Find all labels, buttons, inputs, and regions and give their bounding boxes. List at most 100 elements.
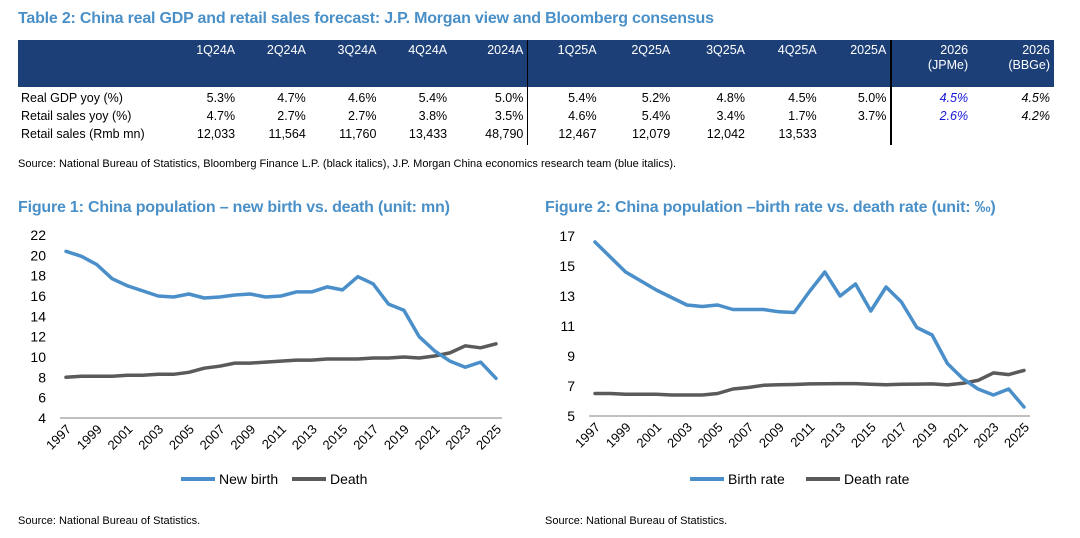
- header-cell: 2026 (JPMe): [890, 40, 973, 87]
- y-tick-label: 6: [38, 390, 46, 406]
- x-tick-label: 2015: [319, 422, 350, 453]
- x-tick-label: 2021: [412, 422, 443, 453]
- x-tick-label: 1999: [603, 420, 634, 451]
- table-cell: 11,564: [268, 127, 306, 141]
- x-tick-label: 2003: [135, 422, 166, 453]
- x-tick-label: 2025: [473, 422, 504, 453]
- y-tick-label: 15: [559, 258, 575, 274]
- table-header-row: 1Q24A 2Q24A 3Q24A 4Q24A 2024A 1Q25A 2Q25…: [18, 40, 1054, 87]
- x-tick-label: 2019: [381, 422, 412, 453]
- y-tick-label: 22: [30, 227, 46, 243]
- x-tick-label: 2011: [787, 420, 817, 450]
- figure1-title: Figure 1: China population – new birth v…: [18, 199, 450, 216]
- row-label: Real GDP yoy (%): [21, 91, 123, 105]
- header-cell: 3Q25A: [674, 40, 749, 87]
- series-line-birth-rate: [593, 240, 1026, 409]
- table-cell: 3.4%: [716, 109, 745, 123]
- y-tick-label: 10: [30, 349, 46, 365]
- y-tick-label: 14: [30, 308, 46, 324]
- table-cell: 3.7%: [857, 109, 887, 123]
- x-tick-label: 2011: [259, 422, 289, 452]
- x-tick-label: 2009: [756, 420, 787, 451]
- table-row: Retail sales yoy (%) 4.7% 2.7% 2.7% 3.8% 3.5%…: [18, 107, 1054, 125]
- x-tick-label: 2021: [940, 420, 971, 451]
- y-tick-label: 13: [559, 288, 575, 304]
- x-tick-label: 2007: [197, 422, 228, 453]
- table-cell: 4.5%: [890, 87, 973, 107]
- x-tick-label: 2025: [1001, 420, 1032, 451]
- y-tick-label: 20: [30, 247, 46, 263]
- y-tick-label: 9: [567, 348, 575, 364]
- table-cell: 3.8%: [418, 109, 448, 123]
- x-tick-label: 2013: [817, 420, 848, 451]
- table-cell: 12,467: [527, 125, 601, 145]
- row-label: Retail sales (Rmb mn): [21, 127, 145, 141]
- series-line-new-birth: [64, 249, 498, 381]
- table-source: Source: National Bureau of Statistics, B…: [18, 158, 677, 170]
- x-tick-label: 1997: [43, 422, 74, 453]
- header-cell: 1Q25A: [527, 40, 601, 87]
- table-cell: 5.3%: [206, 91, 236, 105]
- table-cell: 12,042: [706, 127, 745, 141]
- header-cell: 2024A: [451, 40, 528, 87]
- table-cell: 11,760: [339, 127, 377, 141]
- table-cell: 12,033: [196, 127, 236, 141]
- table-cell: 2.6%: [890, 107, 973, 125]
- legend-label: Death rate: [844, 471, 910, 487]
- header-cell: 2025A: [820, 40, 892, 87]
- header-cell: 4Q25A: [748, 40, 821, 87]
- table-row: Real GDP yoy (%) 5.3% 4.7% 4.6% 5.4% 5.0% 5.4%…: [18, 87, 1054, 107]
- y-tick-label: 5: [567, 408, 575, 424]
- x-tick-label: 2023: [970, 420, 1001, 451]
- table-cell: 1.7%: [788, 109, 817, 123]
- y-tick-label: 18: [30, 268, 46, 284]
- header-corner: [18, 40, 170, 87]
- table-cell: 5.2%: [641, 91, 671, 105]
- figure2-title: Figure 2: China population –birth rate v…: [545, 199, 996, 216]
- table-cell: 12,079: [632, 127, 671, 141]
- table-cell: 4.7%: [277, 91, 306, 105]
- figure1-source: Source: National Bureau of Statistics.: [18, 515, 201, 527]
- x-tick-label: 2019: [909, 420, 940, 451]
- table-cell: 5.0%: [494, 91, 524, 105]
- table-cell: 13,533: [778, 127, 817, 141]
- table-cell: 3.5%: [494, 109, 524, 123]
- x-tick-label: 2023: [442, 422, 473, 453]
- table-cell: [821, 125, 892, 145]
- series-line-death: [64, 342, 498, 380]
- header-cell: 2Q25A: [600, 40, 675, 87]
- y-tick-label: 11: [560, 318, 575, 334]
- table-cell: 5.0%: [857, 91, 887, 105]
- forecast-table: 1Q24A 2Q24A 3Q24A 4Q24A 2024A 1Q25A 2Q25…: [18, 40, 1054, 145]
- table-title: Table 2: China real GDP and retail sales…: [18, 10, 714, 27]
- x-tick-label: 1997: [572, 420, 603, 451]
- table-cell: 4.8%: [716, 91, 745, 105]
- legend-label: Birth rate: [728, 471, 785, 487]
- x-tick-label: 1999: [74, 422, 105, 453]
- series-line-death-rate: [593, 368, 1026, 397]
- table-cell: 2.7%: [347, 109, 377, 123]
- y-tick-label: 12: [30, 329, 46, 345]
- table-cell: 2.7%: [277, 109, 306, 123]
- table-cell: 4.6%: [347, 91, 377, 105]
- figure2-source: Source: National Bureau of Statistics.: [545, 515, 728, 527]
- table-cell: [890, 125, 973, 145]
- y-tick-label: 8: [38, 369, 46, 385]
- y-tick-label: 16: [30, 288, 46, 304]
- header-cell: 3Q24A: [309, 40, 381, 87]
- table-cell: 4.2%: [1021, 109, 1051, 123]
- x-tick-label: 2017: [350, 422, 381, 453]
- x-tick-label: 2001: [633, 420, 664, 451]
- y-tick-label: 17: [559, 228, 575, 244]
- header-cell: 4Q24A: [380, 40, 452, 87]
- table-cell: 13,433: [408, 127, 448, 141]
- table-cell: 5.4%: [641, 109, 671, 123]
- header-cell: 2026 (BBGe): [972, 40, 1054, 87]
- table-cell: 4.5%: [788, 91, 817, 105]
- x-tick-label: 2015: [848, 420, 879, 451]
- x-tick-label: 2005: [695, 420, 726, 451]
- legend-label: New birth: [219, 471, 278, 487]
- x-tick-label: 2005: [166, 422, 197, 453]
- table-cell: [972, 125, 1054, 145]
